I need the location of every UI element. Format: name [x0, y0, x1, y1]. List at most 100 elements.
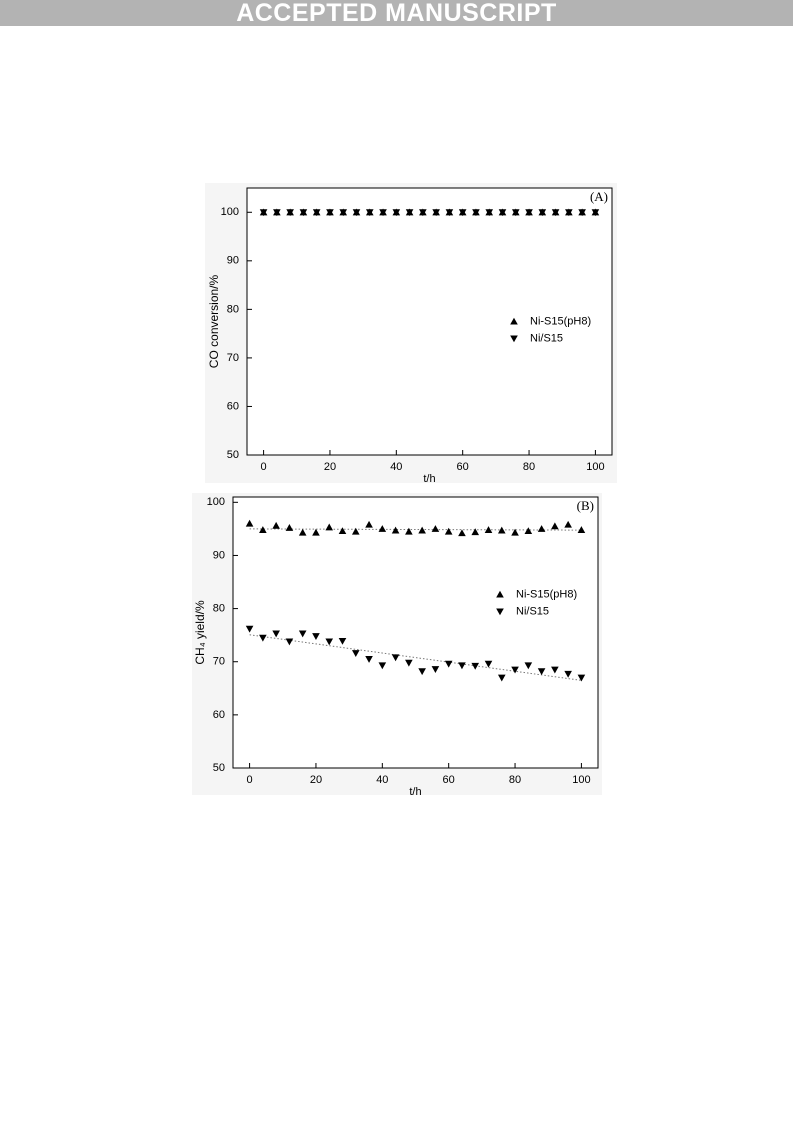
- data-point: [471, 662, 480, 670]
- legend-label: Ni/S15: [530, 332, 563, 344]
- data-point: [551, 666, 559, 674]
- x-axis-label: t/h: [423, 473, 435, 485]
- data-point: [338, 637, 347, 645]
- legend-marker: [510, 317, 518, 325]
- data-point: [418, 668, 426, 676]
- data-point: [365, 520, 373, 528]
- legend-marker: [496, 590, 504, 598]
- data-point: [326, 209, 334, 217]
- data-point: [392, 209, 401, 217]
- data-point: [286, 209, 294, 217]
- data-point: [325, 523, 334, 531]
- data-point: [365, 656, 373, 663]
- y-tick-label: 80: [227, 303, 239, 315]
- y-tick-label: 60: [213, 709, 225, 721]
- y-tick-label: 60: [227, 400, 239, 412]
- plot-frame: [232, 496, 599, 769]
- data-point: [471, 528, 480, 536]
- data-point: [591, 209, 600, 217]
- legend-label: Ni-S15(pH8): [530, 315, 591, 327]
- data-point: [259, 634, 267, 642]
- data-point: [445, 209, 454, 217]
- data-point: [497, 526, 506, 534]
- y-tick-label: 70: [227, 352, 239, 364]
- data-point: [511, 528, 519, 536]
- data-point: [391, 654, 400, 662]
- data-point: [432, 209, 440, 217]
- data-point: [431, 666, 440, 673]
- x-tick-label: 100: [572, 774, 590, 786]
- data-point: [312, 633, 320, 641]
- x-tick-label: 40: [390, 461, 402, 473]
- data-point: [405, 209, 414, 217]
- data-point: [338, 527, 347, 535]
- y-tick-label: 50: [227, 449, 239, 461]
- data-point: [418, 526, 426, 534]
- x-tick-label: 80: [509, 774, 521, 786]
- y-tick-label: 100: [221, 206, 239, 218]
- data-point: [511, 666, 519, 674]
- data-point: [298, 630, 307, 638]
- data-point: [577, 674, 586, 682]
- data-point: [551, 209, 560, 217]
- data-point: [524, 527, 533, 535]
- data-point: [444, 527, 453, 535]
- data-point: [298, 528, 307, 536]
- data-point: [405, 659, 413, 667]
- data-point: [352, 209, 361, 217]
- annotation: (B): [577, 498, 594, 513]
- data-point: [578, 209, 586, 217]
- x-axis-label: t/h: [409, 786, 421, 798]
- legend-label: Ni-S15(pH8): [516, 588, 577, 600]
- data-point: [285, 638, 294, 646]
- x-tick-label: 20: [310, 774, 322, 786]
- data-point: [458, 529, 466, 537]
- data-point: [484, 526, 493, 533]
- data-point: [259, 209, 268, 217]
- data-point: [537, 668, 546, 676]
- data-point: [485, 209, 494, 217]
- x-tick-label: 100: [586, 461, 604, 473]
- data-point: [538, 209, 547, 217]
- legend-label: Ni/S15: [516, 605, 549, 617]
- data-point: [339, 209, 348, 217]
- data-point: [245, 625, 254, 633]
- data-point: [458, 662, 466, 670]
- y-tick-label: 70: [213, 656, 225, 668]
- data-point: [419, 209, 427, 217]
- data-point: [444, 660, 453, 668]
- x-tick-label: 40: [376, 774, 388, 786]
- y-axis-label: CH₄ yield/%: [193, 600, 207, 665]
- data-point: [565, 209, 573, 217]
- data-point: [351, 527, 360, 535]
- data-point: [245, 519, 254, 527]
- data-point: [273, 209, 281, 217]
- data-point: [299, 209, 308, 217]
- data-point: [325, 638, 334, 646]
- y-tick-label: 80: [213, 602, 225, 614]
- y-tick-label: 100: [207, 496, 225, 508]
- data-point: [431, 525, 440, 532]
- data-point: [458, 209, 467, 217]
- data-point: [577, 526, 586, 533]
- data-point: [312, 528, 320, 536]
- legend-marker: [510, 335, 518, 343]
- y-tick-label: 90: [213, 549, 225, 561]
- annotation: (A): [590, 189, 608, 204]
- x-tick-label: 0: [247, 774, 253, 786]
- data-point: [524, 662, 533, 670]
- data-point: [379, 209, 387, 217]
- header-title: ACCEPTED MANUSCRIPT: [0, 0, 793, 26]
- data-point: [378, 525, 387, 532]
- data-point: [272, 521, 280, 529]
- x-tick-label: 60: [457, 461, 469, 473]
- data-point: [391, 526, 400, 534]
- x-tick-label: 0: [261, 461, 267, 473]
- y-tick-label: 90: [227, 255, 239, 267]
- trend-line: [249, 528, 582, 531]
- data-point: [484, 660, 493, 668]
- data-point: [511, 209, 520, 217]
- y-tick-label: 50: [213, 762, 225, 774]
